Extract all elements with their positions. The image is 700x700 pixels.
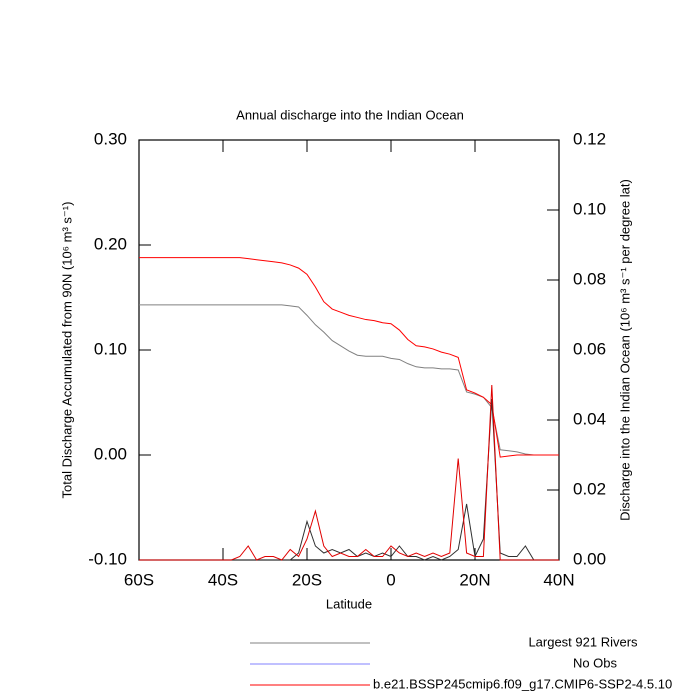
legend-label: No Obs <box>573 655 618 670</box>
plot-frame <box>138 139 560 561</box>
y-tick-label: -0.10 <box>88 549 127 568</box>
legend-label: Largest 921 Rivers <box>528 634 638 649</box>
series-line <box>139 257 559 458</box>
y2-tick-label: 0.04 <box>573 409 606 428</box>
x-tick-label: 20S <box>292 570 322 589</box>
series-line <box>139 304 559 456</box>
y-axis-label: Total Discharge Accumulated from 90N (10… <box>59 202 74 499</box>
y-tick-label: 0.20 <box>94 234 127 253</box>
y2-tick-label: 0.12 <box>573 129 606 148</box>
y2-axis-label: Discharge into the Indian Ocean (10⁶ m³ … <box>617 179 632 521</box>
y2-tick-label: 0.02 <box>573 479 606 498</box>
x-tick-label: 40N <box>543 570 574 589</box>
legend-label: b.e21.BSSP245cmip6.f09_g17.CMIP6-SSP2-4.… <box>373 676 672 691</box>
y2-tick-label: 0.08 <box>573 269 606 288</box>
x-tick-label: 20N <box>459 570 490 589</box>
x-tick-label: 40S <box>208 570 238 589</box>
y-tick-label: 0.00 <box>94 444 127 463</box>
y2-tick-label: 0.06 <box>573 339 606 358</box>
y2-tick-label: 0.10 <box>573 199 606 218</box>
x-tick-label: 0 <box>386 570 395 589</box>
chart-title: Annual discharge into the Indian Ocean <box>236 107 464 122</box>
x-axis-label: Latitude <box>326 596 372 611</box>
y-tick-label: 0.10 <box>94 339 127 358</box>
y-tick-label: 0.30 <box>94 129 127 148</box>
series-line <box>139 384 559 561</box>
y2-tick-label: 0.00 <box>573 549 606 568</box>
x-tick-label: 60S <box>124 570 154 589</box>
